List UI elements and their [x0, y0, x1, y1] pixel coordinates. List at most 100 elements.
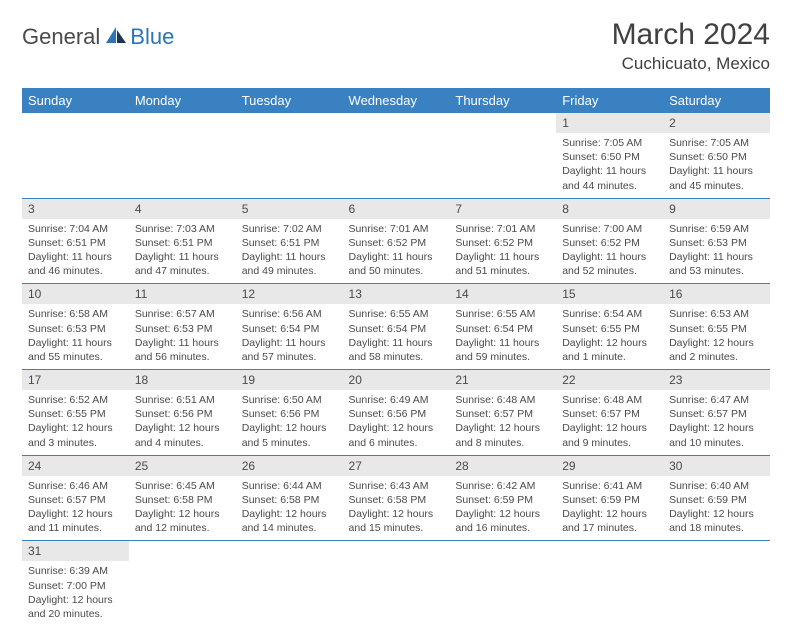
- sunset-text: Sunset: 6:53 PM: [135, 322, 230, 336]
- calendar-day-cell: [22, 113, 129, 198]
- sunrise-text: Sunrise: 7:01 AM: [455, 222, 550, 236]
- sunset-text: Sunset: 6:58 PM: [242, 493, 337, 507]
- day-details: [236, 119, 343, 171]
- day-details: [22, 119, 129, 171]
- sunrise-text: Sunrise: 6:51 AM: [135, 393, 230, 407]
- day-details: Sunrise: 7:01 AMSunset: 6:52 PMDaylight:…: [343, 219, 450, 284]
- day-number: 20: [343, 370, 450, 390]
- day-number: 21: [449, 370, 556, 390]
- day-details: Sunrise: 6:56 AMSunset: 6:54 PMDaylight:…: [236, 304, 343, 369]
- day-details: [556, 547, 663, 599]
- calendar-day-cell: [343, 113, 450, 198]
- day-details: Sunrise: 7:04 AMSunset: 6:51 PMDaylight:…: [22, 219, 129, 284]
- daylight-text: Daylight: 11 hours and 53 minutes.: [669, 250, 764, 278]
- day-number: 2: [663, 113, 770, 133]
- daylight-text: Daylight: 12 hours and 15 minutes.: [349, 507, 444, 535]
- logo-text-general: General: [22, 24, 100, 50]
- logo-sail-icon: [104, 25, 128, 50]
- daylight-text: Daylight: 12 hours and 14 minutes.: [242, 507, 337, 535]
- sunrise-text: Sunrise: 6:56 AM: [242, 307, 337, 321]
- weekday-header: Thursday: [449, 88, 556, 113]
- day-number: 16: [663, 284, 770, 304]
- day-details: [343, 119, 450, 171]
- daylight-text: Daylight: 12 hours and 9 minutes.: [562, 421, 657, 449]
- daylight-text: Daylight: 12 hours and 17 minutes.: [562, 507, 657, 535]
- calendar-day-cell: 9 Sunrise: 6:59 AMSunset: 6:53 PMDaylight…: [663, 198, 770, 284]
- sunrise-text: Sunrise: 7:05 AM: [669, 136, 764, 150]
- sunset-text: Sunset: 6:57 PM: [455, 407, 550, 421]
- daylight-text: Daylight: 12 hours and 20 minutes.: [28, 593, 123, 621]
- calendar-day-cell: 20Sunrise: 6:49 AMSunset: 6:56 PMDayligh…: [343, 370, 450, 456]
- day-details: Sunrise: 6:55 AMSunset: 6:54 PMDaylight:…: [449, 304, 556, 369]
- calendar-day-cell: [663, 541, 770, 626]
- sunrise-text: Sunrise: 6:46 AM: [28, 479, 123, 493]
- sunrise-text: Sunrise: 7:04 AM: [28, 222, 123, 236]
- day-number: 18: [129, 370, 236, 390]
- sunset-text: Sunset: 6:56 PM: [349, 407, 444, 421]
- sunrise-text: Sunrise: 6:58 AM: [28, 307, 123, 321]
- daylight-text: Daylight: 11 hours and 55 minutes.: [28, 336, 123, 364]
- daylight-text: Daylight: 11 hours and 50 minutes.: [349, 250, 444, 278]
- calendar-day-cell: 8Sunrise: 7:00 AMSunset: 6:52 PMDaylight…: [556, 198, 663, 284]
- sunset-text: Sunset: 6:51 PM: [242, 236, 337, 250]
- calendar-day-cell: 2Sunrise: 7:05 AMSunset: 6:50 PMDaylight…: [663, 113, 770, 198]
- day-number: 8: [556, 199, 663, 219]
- sunset-text: Sunset: 6:52 PM: [349, 236, 444, 250]
- sunrise-text: Sunrise: 6:39 AM: [28, 564, 123, 578]
- sunset-text: Sunset: 6:54 PM: [349, 322, 444, 336]
- sunrise-text: Sunrise: 6:48 AM: [455, 393, 550, 407]
- day-details: Sunrise: 6:48 AMSunset: 6:57 PMDaylight:…: [449, 390, 556, 455]
- sunset-text: Sunset: 6:55 PM: [28, 407, 123, 421]
- daylight-text: Daylight: 12 hours and 16 minutes.: [455, 507, 550, 535]
- calendar-day-cell: 10Sunrise: 6:58 AMSunset: 6:53 PMDayligh…: [22, 284, 129, 370]
- sunset-text: Sunset: 6:52 PM: [562, 236, 657, 250]
- sunrise-text: Sunrise: 6:48 AM: [562, 393, 657, 407]
- sunset-text: Sunset: 6:53 PM: [28, 322, 123, 336]
- day-details: [236, 547, 343, 599]
- day-number: 27: [343, 456, 450, 476]
- sunset-text: Sunset: 6:51 PM: [135, 236, 230, 250]
- calendar-day-cell: 19Sunrise: 6:50 AMSunset: 6:56 PMDayligh…: [236, 370, 343, 456]
- sunset-text: Sunset: 6:50 PM: [562, 150, 657, 164]
- day-number: 26: [236, 456, 343, 476]
- day-details: Sunrise: 6:49 AMSunset: 6:56 PMDaylight:…: [343, 390, 450, 455]
- sunrise-text: Sunrise: 6:54 AM: [562, 307, 657, 321]
- sunrise-text: Sunrise: 6:41 AM: [562, 479, 657, 493]
- logo: General Blue: [22, 24, 174, 50]
- day-details: Sunrise: 6:39 AMSunset: 7:00 PMDaylight:…: [22, 561, 129, 626]
- day-details: Sunrise: 6:40 AMSunset: 6:59 PMDaylight:…: [663, 476, 770, 541]
- day-number: 30: [663, 456, 770, 476]
- day-number: 6: [343, 199, 450, 219]
- sunset-text: Sunset: 6:57 PM: [28, 493, 123, 507]
- sunrise-text: Sunrise: 6:59 AM: [669, 222, 764, 236]
- calendar-day-cell: 16Sunrise: 6:53 AMSunset: 6:55 PMDayligh…: [663, 284, 770, 370]
- calendar-day-cell: [556, 541, 663, 626]
- day-number: 19: [236, 370, 343, 390]
- day-details: Sunrise: 6:43 AMSunset: 6:58 PMDaylight:…: [343, 476, 450, 541]
- day-details: [449, 547, 556, 599]
- sunrise-text: Sunrise: 6:55 AM: [349, 307, 444, 321]
- calendar-week-row: 10Sunrise: 6:58 AMSunset: 6:53 PMDayligh…: [22, 284, 770, 370]
- day-details: Sunrise: 7:01 AMSunset: 6:52 PMDaylight:…: [449, 219, 556, 284]
- sunset-text: Sunset: 6:57 PM: [562, 407, 657, 421]
- daylight-text: Daylight: 12 hours and 10 minutes.: [669, 421, 764, 449]
- day-number: 11: [129, 284, 236, 304]
- day-details: Sunrise: 6:52 AMSunset: 6:55 PMDaylight:…: [22, 390, 129, 455]
- calendar-day-cell: [129, 113, 236, 198]
- calendar-day-cell: [449, 113, 556, 198]
- calendar-day-cell: 4Sunrise: 7:03 AMSunset: 6:51 PMDaylight…: [129, 198, 236, 284]
- daylight-text: Daylight: 11 hours and 45 minutes.: [669, 164, 764, 192]
- sunset-text: Sunset: 6:53 PM: [669, 236, 764, 250]
- daylight-text: Daylight: 12 hours and 8 minutes.: [455, 421, 550, 449]
- day-number: 31: [22, 541, 129, 561]
- sunset-text: Sunset: 6:55 PM: [562, 322, 657, 336]
- sunrise-text: Sunrise: 6:57 AM: [135, 307, 230, 321]
- sunrise-text: Sunrise: 7:05 AM: [562, 136, 657, 150]
- day-number: 9: [663, 199, 770, 219]
- calendar-table: SundayMondayTuesdayWednesdayThursdayFrid…: [22, 88, 770, 626]
- daylight-text: Daylight: 12 hours and 12 minutes.: [135, 507, 230, 535]
- daylight-text: Daylight: 11 hours and 47 minutes.: [135, 250, 230, 278]
- calendar-day-cell: 13Sunrise: 6:55 AMSunset: 6:54 PMDayligh…: [343, 284, 450, 370]
- day-number: 29: [556, 456, 663, 476]
- weekday-header: Friday: [556, 88, 663, 113]
